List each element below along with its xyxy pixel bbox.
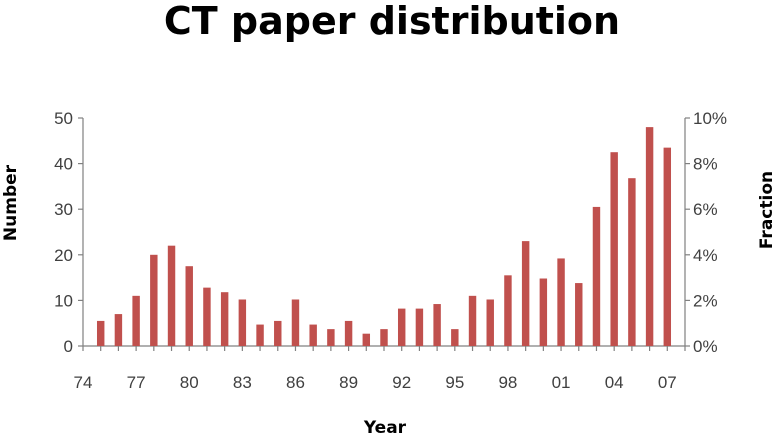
bar-93 — [415, 308, 424, 346]
bar-00 — [539, 278, 548, 346]
x-tick-label: 80 — [180, 373, 199, 392]
bar-96 — [468, 295, 477, 346]
y2-axis-label: Fraction — [757, 171, 777, 249]
bar-84 — [256, 324, 264, 346]
bar-05 — [628, 178, 636, 346]
y-tick-label: 0 — [64, 337, 73, 356]
y2-tick-label: 2% — [693, 291, 718, 310]
y2-tick-label: 8% — [693, 155, 718, 174]
bar-80 — [185, 266, 193, 346]
bar-89 — [344, 320, 353, 346]
x-tick-label: 95 — [445, 373, 464, 392]
x-tick-label: 77 — [127, 373, 146, 392]
x-tick-label: 98 — [498, 373, 517, 392]
bar-06 — [645, 127, 654, 347]
bar-87 — [309, 324, 317, 346]
x-tick-label: 89 — [339, 373, 358, 392]
bar-07 — [663, 147, 672, 346]
y-tick-label: 10 — [54, 291, 73, 310]
y2-tick-label: 6% — [693, 200, 718, 219]
y-tick-label: 30 — [54, 200, 73, 219]
bar-94 — [433, 304, 441, 346]
x-tick-label: 01 — [552, 373, 571, 392]
bar-97 — [486, 299, 494, 346]
bar-83 — [238, 299, 247, 346]
bar-76 — [114, 314, 123, 346]
x-tick-label: 07 — [658, 373, 677, 392]
bar-79 — [167, 245, 176, 346]
x-tick-label: 74 — [74, 373, 93, 392]
bar-92 — [397, 308, 406, 346]
y2-tick-label: 10% — [693, 109, 727, 128]
y-tick-label: 50 — [54, 109, 73, 128]
bar-99 — [521, 241, 530, 346]
x-tick-label: 92 — [392, 373, 411, 392]
y2-tick-label: 4% — [693, 246, 718, 265]
bar-88 — [327, 329, 335, 346]
y2-tick-label: 0% — [693, 337, 718, 356]
bar-75 — [96, 320, 105, 346]
bar-04 — [610, 152, 618, 346]
bar-85 — [274, 320, 282, 346]
bar-98 — [504, 275, 512, 346]
y-tick-label: 20 — [54, 246, 73, 265]
bar-81 — [203, 287, 211, 346]
bar-91 — [380, 329, 388, 346]
x-tick-label: 04 — [605, 373, 624, 392]
y-tick-label: 40 — [54, 155, 73, 174]
y-axis-label: Number — [1, 164, 21, 241]
bar-02 — [575, 283, 583, 346]
bar-86 — [291, 299, 300, 346]
bar-77 — [132, 295, 140, 346]
x-tick-label: 86 — [286, 373, 305, 392]
bar-95 — [451, 329, 459, 346]
bar-01 — [557, 258, 565, 346]
bar-03 — [592, 206, 601, 346]
bar-82 — [220, 292, 229, 346]
x-axis-label: Year — [363, 418, 407, 436]
chart-title: CT paper distribution — [164, 0, 620, 43]
bar-90 — [362, 333, 371, 346]
bar-78 — [150, 254, 158, 346]
x-tick-label: 83 — [233, 373, 252, 392]
